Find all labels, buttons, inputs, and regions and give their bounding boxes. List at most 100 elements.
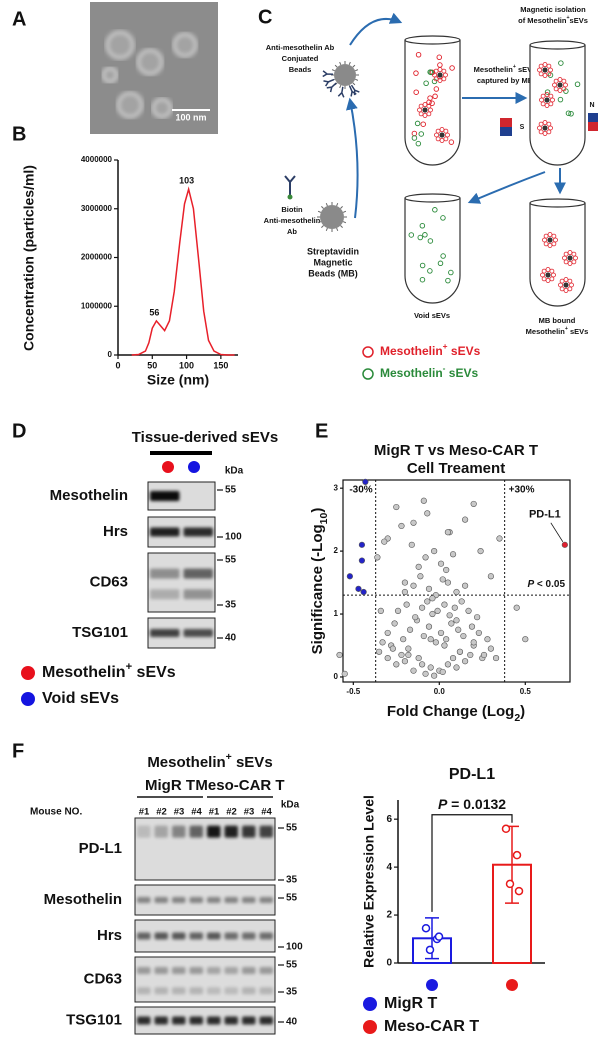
lane-label: #4: [261, 807, 272, 818]
mb: [544, 97, 550, 103]
data-point: [514, 886, 524, 896]
bead: [320, 205, 344, 229]
diagram-label-part: +: [566, 15, 569, 21]
point: [561, 541, 568, 548]
band: [183, 568, 213, 579]
point: [381, 538, 388, 545]
sev: [418, 103, 424, 109]
marker-label: 55: [286, 823, 298, 834]
panel-label: D: [12, 420, 26, 442]
magnet: [588, 113, 598, 122]
kda-label: kDa: [225, 466, 244, 477]
point: [475, 629, 482, 637]
sev: [567, 261, 573, 266]
sev: [433, 68, 439, 74]
data-point: [434, 932, 444, 941]
point: [443, 566, 450, 574]
sev: [558, 60, 564, 66]
panel-label: B: [12, 123, 26, 145]
panel-label: E: [315, 420, 328, 442]
y-tick-label: 0: [108, 350, 113, 359]
bead-spike: [340, 225, 343, 228]
band: [259, 1016, 273, 1025]
sev: [422, 113, 428, 118]
band: [207, 987, 221, 995]
band: [154, 825, 168, 838]
point: [449, 551, 457, 558]
point: [374, 554, 381, 561]
band: [259, 897, 273, 903]
point: [420, 632, 427, 640]
point: [492, 654, 500, 662]
row-label: Mesothelin: [44, 891, 122, 908]
sev: [541, 276, 547, 282]
point: [420, 497, 427, 504]
y-axis-label: Concentration (particles/ml): [21, 165, 37, 351]
antibody: [349, 85, 357, 97]
category-marker: [426, 979, 438, 991]
arrow: [467, 171, 546, 204]
point: [408, 541, 415, 548]
vesicle: [116, 91, 144, 119]
band: [172, 932, 186, 940]
bead-spike: [352, 64, 356, 68]
sev: [537, 67, 542, 73]
band: [224, 1016, 238, 1025]
point: [415, 563, 422, 570]
sev: [557, 77, 563, 82]
scale-bar-label: 100 nm: [175, 112, 206, 122]
bead-spike: [342, 210, 347, 213]
point: [403, 601, 410, 608]
point: [384, 654, 391, 662]
point: [346, 573, 353, 580]
diagram-label: MB bound: [539, 316, 576, 325]
band: [154, 897, 168, 903]
sev: [448, 269, 454, 276]
point: [401, 579, 409, 586]
tube-top: [529, 198, 586, 208]
band: [150, 589, 180, 600]
point: [465, 607, 472, 614]
marker-label: 40: [225, 633, 237, 644]
tube-top: [404, 35, 461, 45]
sev: [544, 89, 551, 95]
bead: [334, 64, 356, 86]
sev: [563, 288, 569, 293]
band: [137, 987, 151, 995]
leader-line: [550, 522, 564, 543]
mb: [567, 255, 573, 261]
point: [437, 629, 445, 637]
point: [424, 598, 431, 605]
band: [242, 967, 256, 974]
sev: [553, 237, 558, 243]
sev: [544, 92, 550, 97]
row-label: Hrs: [97, 927, 122, 944]
blot: [147, 552, 216, 613]
data-point: [512, 850, 522, 860]
point: [425, 585, 433, 592]
point: [474, 614, 481, 621]
sev: [426, 99, 432, 106]
sev: [408, 232, 415, 238]
point: [419, 604, 426, 611]
x-axis-label-part: Fold Change (Log: [387, 703, 514, 720]
lane-label: #3: [244, 807, 255, 818]
diagram-label-part: Mesothelin: [474, 65, 514, 74]
sev: [415, 52, 422, 58]
diagram-label: Void sEVs: [414, 311, 450, 320]
diagram-label: Streptavidin: [307, 246, 359, 256]
point: [449, 654, 457, 662]
marker-label: 55: [286, 893, 298, 904]
point: [398, 651, 405, 659]
peak-label: 103: [179, 176, 194, 186]
category-marker: [506, 979, 518, 991]
point: [431, 672, 438, 679]
point: [444, 661, 452, 668]
x-axis-label: Size (nm): [147, 372, 209, 388]
diagram-label: Magnetic isolation: [520, 5, 586, 14]
band: [150, 527, 180, 537]
bead-spike: [321, 206, 324, 209]
vesicle: [101, 66, 119, 84]
band: [242, 1016, 256, 1025]
band: [189, 967, 203, 974]
